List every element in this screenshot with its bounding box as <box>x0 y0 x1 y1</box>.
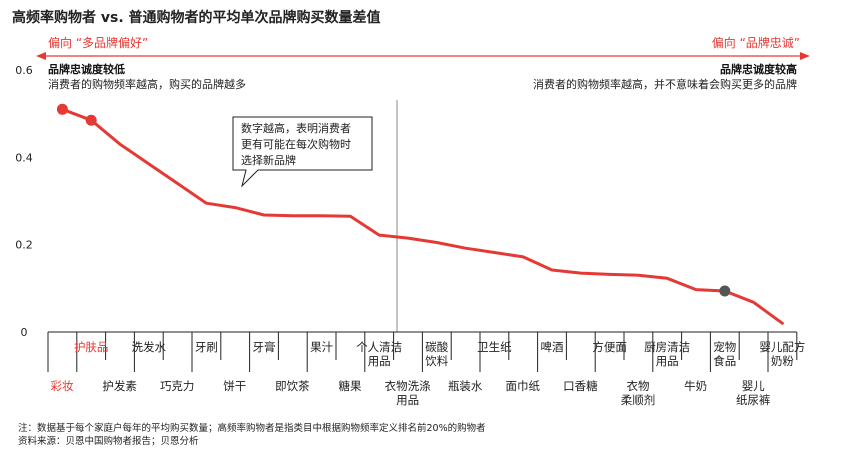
category-label: 牙膏 <box>253 340 276 354</box>
callout-line-3: 选择新品牌 <box>241 153 296 167</box>
category-label: 啤酒 <box>541 340 564 354</box>
y-tick-label: 0.4 <box>15 151 33 164</box>
plot-area <box>56 103 784 325</box>
category-label: 卫生纸 <box>477 340 512 354</box>
category-label: 洗发水 <box>132 340 167 354</box>
x-axis <box>47 331 798 372</box>
footnote-1: 注：数据基于每个家庭户每年的平均购买数量；高频率购物者是指类目中根据购物频率定义… <box>18 422 486 434</box>
callout-box <box>232 116 373 188</box>
callout-line-2: 更有可能在每次购物时 <box>241 137 351 151</box>
left-zone-title: 品牌忠诚度较低 <box>48 62 125 76</box>
category-label: 个人清洁 <box>356 340 402 354</box>
category-label: 食品 <box>713 354 736 368</box>
category-label: 用品 <box>396 393 419 407</box>
left-arrowhead <box>36 52 46 60</box>
y-tick-label: 0.6 <box>15 64 33 77</box>
category-label: 口香糖 <box>563 379 598 393</box>
right-arrowhead <box>800 52 810 60</box>
category-label: 奶粉 <box>771 354 794 368</box>
category-label: 衣物洗涤 <box>385 379 431 393</box>
category-label: 方便面 <box>592 340 627 354</box>
category-label: 用品 <box>656 354 679 368</box>
y-tick-label: 0 <box>21 326 28 339</box>
category-label: 婴儿配方 <box>759 340 805 354</box>
category-label: 碳酸 <box>425 340 448 354</box>
category-label: 宠物 <box>713 340 736 354</box>
left-direction-label: 偏向 “多品牌偏好” <box>48 35 148 50</box>
category-labels: 彩妆护肤品护发素洗发水巧克力牙刷饼干牙膏即饮茶果汁糖果个人清洁用品衣物洗涤用品碳… <box>51 340 806 407</box>
category-label: 饼干 <box>223 379 246 393</box>
category-label: 牙刷 <box>195 340 218 354</box>
y-axis: 0 0.2 0.4 0.6 <box>15 64 33 339</box>
category-label: 柔顺剂 <box>621 393 656 407</box>
category-label: 衣物 <box>627 379 650 393</box>
category-label: 彩妆 <box>51 379 74 393</box>
right-direction-label: 偏向 “品牌忠诚” <box>712 35 800 50</box>
data-point-marker <box>85 114 97 126</box>
category-label: 糖果 <box>339 379 362 393</box>
category-label: 饮料 <box>425 354 448 368</box>
data-point-marker <box>719 285 731 297</box>
category-label: 即饮茶 <box>275 379 310 393</box>
category-label: 用品 <box>368 354 391 368</box>
category-label: 护发素 <box>102 379 137 393</box>
right-zone-title: 品牌忠诚度较高 <box>720 62 797 76</box>
left-zone-desc: 消费者的购物频率越高，购买的品牌越多 <box>48 77 246 91</box>
footnote-2: 资料来源：贝恩中国购物者报告；贝恩分析 <box>18 435 199 447</box>
chart-title: 高频率购物者 vs. 普通购物者的平均单次品牌购买数量差值 <box>12 9 381 26</box>
direction-arrow: 偏向 “多品牌偏好” 偏向 “品牌忠诚” <box>36 35 810 60</box>
category-label: 瓶装水 <box>448 379 483 393</box>
data-point-marker <box>56 103 68 115</box>
category-label: 护肤品 <box>74 340 109 354</box>
category-label: 纸尿裤 <box>736 393 771 407</box>
category-label: 巧克力 <box>160 379 195 393</box>
y-tick-label: 0.2 <box>15 239 33 252</box>
category-label: 面巾纸 <box>506 379 541 393</box>
category-label: 牛奶 <box>684 379 707 393</box>
category-label: 果汁 <box>310 340 333 354</box>
right-zone-desc: 消费者的购物频率越高，并不意味着会购买更多的品牌 <box>533 77 797 91</box>
category-label: 厨房清洁 <box>644 340 690 354</box>
category-label: 婴儿 <box>742 379 765 393</box>
callout-line-1: 数字越高，表明消费者 <box>241 121 351 135</box>
annotation-callout: 数字越高，表明消费者 更有可能在每次购物时 选择新品牌 <box>232 116 373 188</box>
series-line <box>60 107 784 325</box>
